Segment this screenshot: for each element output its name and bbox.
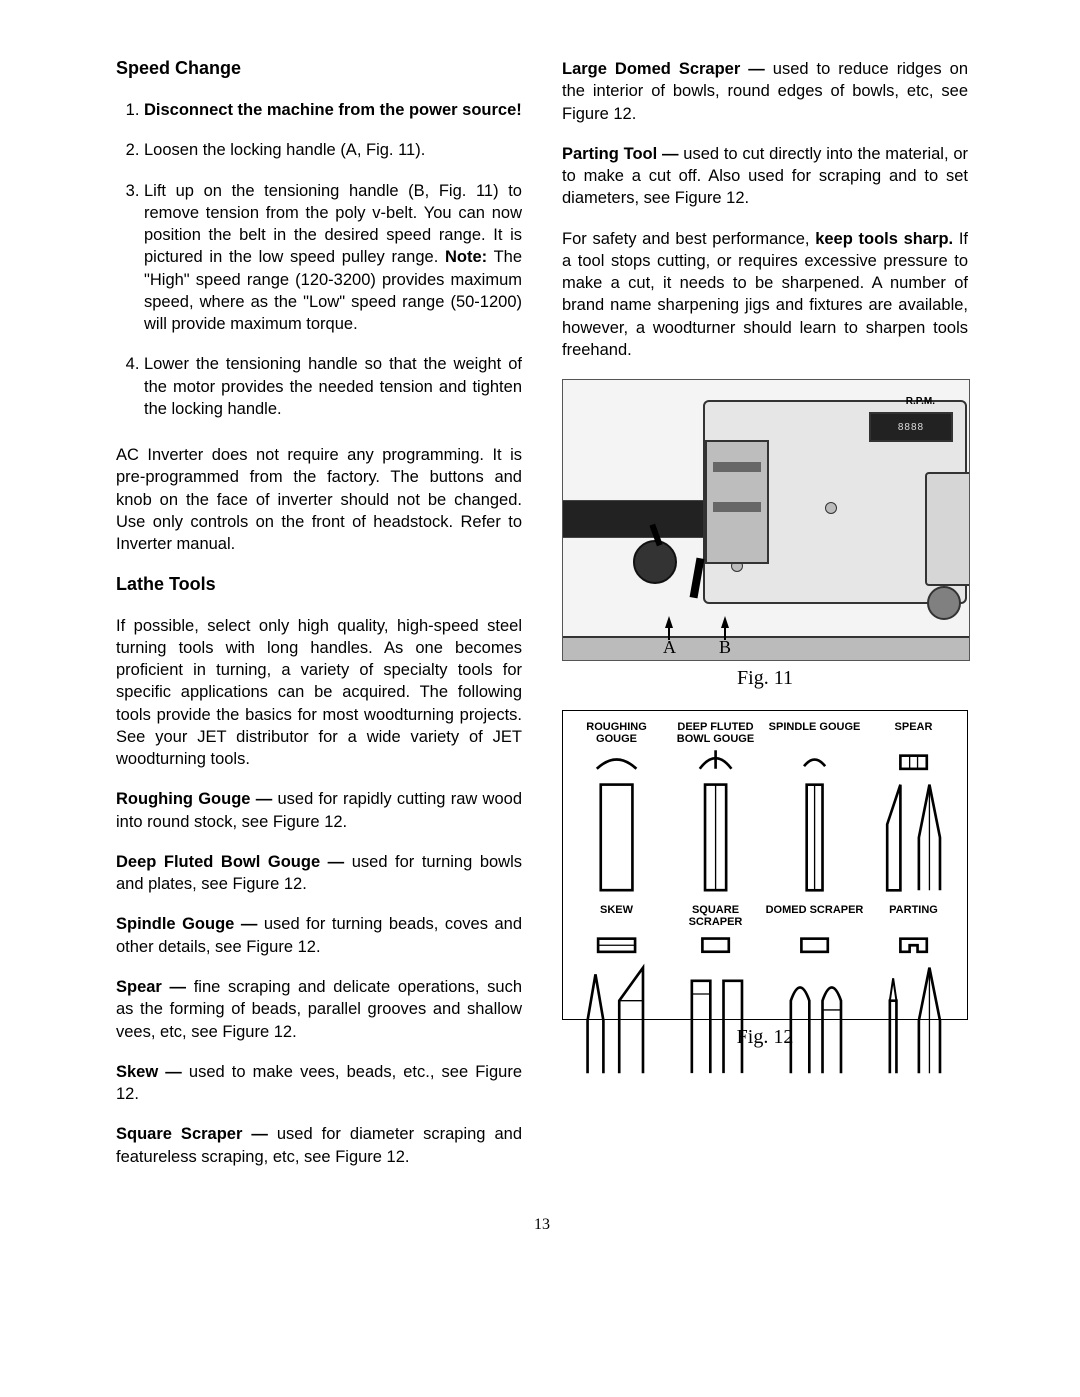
- figure-11-caption: Fig. 11: [562, 667, 968, 690]
- tool-parting: Parting Tool — used to cut directly into…: [562, 143, 968, 210]
- columns: Speed Change Disconnect the machine from…: [116, 58, 968, 1186]
- figure-11-image: R.P.M. 8888 A B: [562, 379, 970, 661]
- tool-spear: SPEAR: [864, 721, 963, 904]
- lathe-tools-heading: Lathe Tools: [116, 574, 522, 595]
- screw-icon: [825, 502, 837, 514]
- tool-roughing-gouge: ROUGHING GOUGE: [567, 721, 666, 904]
- safety-para: For safety and best performance, keep to…: [562, 228, 968, 362]
- spear-icon: [874, 745, 953, 904]
- speed-change-heading: Speed Change: [116, 58, 522, 79]
- pulley-cutaway: [705, 440, 769, 564]
- steps-list: Disconnect the machine from the power so…: [116, 99, 522, 420]
- tool-square: Square Scraper — used for diameter scrap…: [116, 1123, 522, 1168]
- tool-spear: Spear — fine scraping and delicate opera…: [116, 976, 522, 1043]
- skew-icon: [577, 928, 656, 1087]
- right-column: Large Domed Scraper — used to reduce rid…: [562, 58, 968, 1186]
- rpm-display: 8888: [869, 412, 953, 442]
- arrow-a-icon: [665, 616, 673, 628]
- arrow-b-icon: [721, 616, 729, 628]
- locking-handle-a: [633, 540, 677, 584]
- lathe-bed: [563, 636, 970, 660]
- lathe-intro: If possible, select only high quality, h…: [116, 615, 522, 771]
- figure-12: ROUGHING GOUGE DEEP FLUTED BOWL GOUGE: [562, 710, 968, 1049]
- tool-skew: SKEW: [567, 904, 666, 1087]
- label-a: A: [663, 637, 676, 658]
- tool-deepfluted: Deep Fluted Bowl Gouge — used for turnin…: [116, 851, 522, 896]
- tool-parting: PARTING: [864, 904, 963, 1087]
- figure-12-image: ROUGHING GOUGE DEEP FLUTED BOWL GOUGE: [562, 710, 968, 1020]
- tool-spindle-gouge: SPINDLE GOUGE: [765, 721, 864, 904]
- deep-fluted-gouge-icon: [676, 745, 755, 903]
- tool-skew: Skew — used to make vees, beads, etc., s…: [116, 1061, 522, 1106]
- figure-11: R.P.M. 8888 A B: [562, 379, 968, 690]
- tool-square-scraper: SQUARE SCRAPER: [666, 904, 765, 1087]
- label-b: B: [719, 637, 731, 658]
- page-number: 13: [116, 1216, 968, 1234]
- step-2: Loosen the locking handle (A, Fig. 11).: [144, 139, 522, 161]
- domed-scraper-icon: [775, 928, 854, 1087]
- tool-domed-scraper: DOMED SCRAPER: [765, 904, 864, 1087]
- control-plate: [925, 472, 970, 586]
- spindle-gouge-icon: [775, 745, 854, 904]
- speed-knob: [927, 586, 961, 620]
- tool-spindle: Spindle Gouge — used for turning beads, …: [116, 913, 522, 958]
- tool-row-1: ROUGHING GOUGE DEEP FLUTED BOWL GOUGE: [567, 721, 963, 904]
- roughing-gouge-icon: [577, 745, 656, 903]
- step-1: Disconnect the machine from the power so…: [144, 99, 522, 121]
- tool-roughing: Roughing Gouge — used for rapidly cuttin…: [116, 788, 522, 833]
- manual-page: Speed Change Disconnect the machine from…: [0, 0, 1080, 1397]
- tool-domed: Large Domed Scraper — used to reduce rid…: [562, 58, 968, 125]
- step-4: Lower the tensioning handle so that the …: [144, 353, 522, 420]
- left-column: Speed Change Disconnect the machine from…: [116, 58, 522, 1186]
- parting-icon: [874, 928, 953, 1087]
- tool-row-2: SKEW SQUARE SCRAPER: [567, 904, 963, 1087]
- rpm-label: R.P.M.: [906, 396, 935, 407]
- square-scraper-icon: [676, 928, 755, 1086]
- inverter-para: AC Inverter does not require any program…: [116, 444, 522, 555]
- tool-deep-fluted-bowl-gouge: DEEP FLUTED BOWL GOUGE: [666, 721, 765, 904]
- step-3: Lift up on the tensioning handle (B, Fig…: [144, 180, 522, 336]
